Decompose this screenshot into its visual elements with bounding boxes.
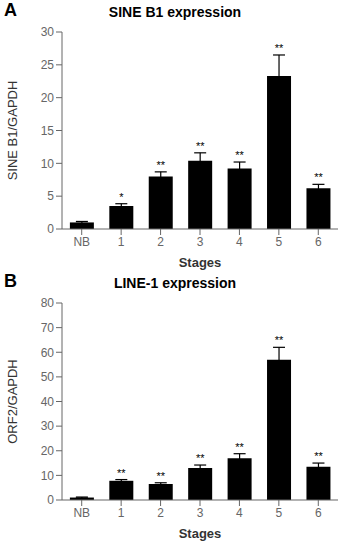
svg-text:5: 5 (276, 235, 283, 249)
html-text:B: B (4, 271, 17, 291)
svg-text:**: ** (314, 171, 323, 183)
svg-text:0: 0 (47, 493, 54, 507)
svg-text:6: 6 (315, 235, 322, 249)
svg-text:Stages: Stages (179, 255, 222, 270)
svg-text:40: 40 (41, 395, 55, 409)
svg-text:**: ** (156, 470, 165, 482)
svg-text:25: 25 (41, 58, 55, 72)
svg-text:70: 70 (41, 321, 55, 335)
html-text:A: A (4, 0, 17, 20)
svg-text:*: * (119, 191, 124, 203)
svg-text:2: 2 (157, 235, 164, 249)
svg-text:1: 1 (118, 235, 125, 249)
svg-text:**: ** (275, 334, 284, 346)
svg-text:**: ** (156, 159, 165, 171)
html-text:LINE-1 expression: LINE-1 expression (113, 275, 237, 291)
svg-text:30: 30 (41, 25, 55, 39)
svg-text:**: ** (235, 149, 244, 161)
svg-text:NB: NB (73, 235, 90, 249)
svg-text:5: 5 (276, 506, 283, 520)
svg-text:0: 0 (47, 222, 54, 236)
svg-text:ORF2/GAPDH: ORF2/GAPDH (8, 359, 20, 444)
svg-text:20: 20 (41, 444, 55, 458)
svg-text:60: 60 (41, 346, 55, 360)
svg-text:30: 30 (41, 419, 55, 433)
svg-text:Stages: Stages (179, 526, 222, 541)
svg-text:3: 3 (197, 235, 204, 249)
svg-text:1: 1 (118, 506, 125, 520)
svg-text:15: 15 (41, 124, 55, 138)
svg-text:10: 10 (41, 469, 55, 483)
svg-text:SINE B1/GAPDH: SINE B1/GAPDH (8, 81, 20, 181)
svg-text:2: 2 (157, 506, 164, 520)
svg-text:80: 80 (41, 296, 55, 310)
svg-text:**: ** (235, 441, 244, 453)
svg-text:20: 20 (41, 91, 55, 105)
svg-text:3: 3 (197, 506, 204, 520)
svg-text:**: ** (275, 42, 284, 54)
svg-text:10: 10 (41, 157, 55, 171)
svg-text:50: 50 (41, 370, 55, 384)
svg-text:4: 4 (236, 235, 243, 249)
svg-text:5: 5 (47, 189, 54, 203)
svg-text:**: ** (196, 140, 205, 152)
svg-text:NB: NB (73, 506, 90, 520)
svg-text:**: ** (117, 467, 126, 479)
svg-text:**: ** (196, 452, 205, 464)
svg-text:4: 4 (236, 506, 243, 520)
svg-text:**: ** (314, 450, 323, 462)
svg-text:6: 6 (315, 506, 322, 520)
html-text:SINE B1 expression: SINE B1 expression (108, 4, 242, 20)
